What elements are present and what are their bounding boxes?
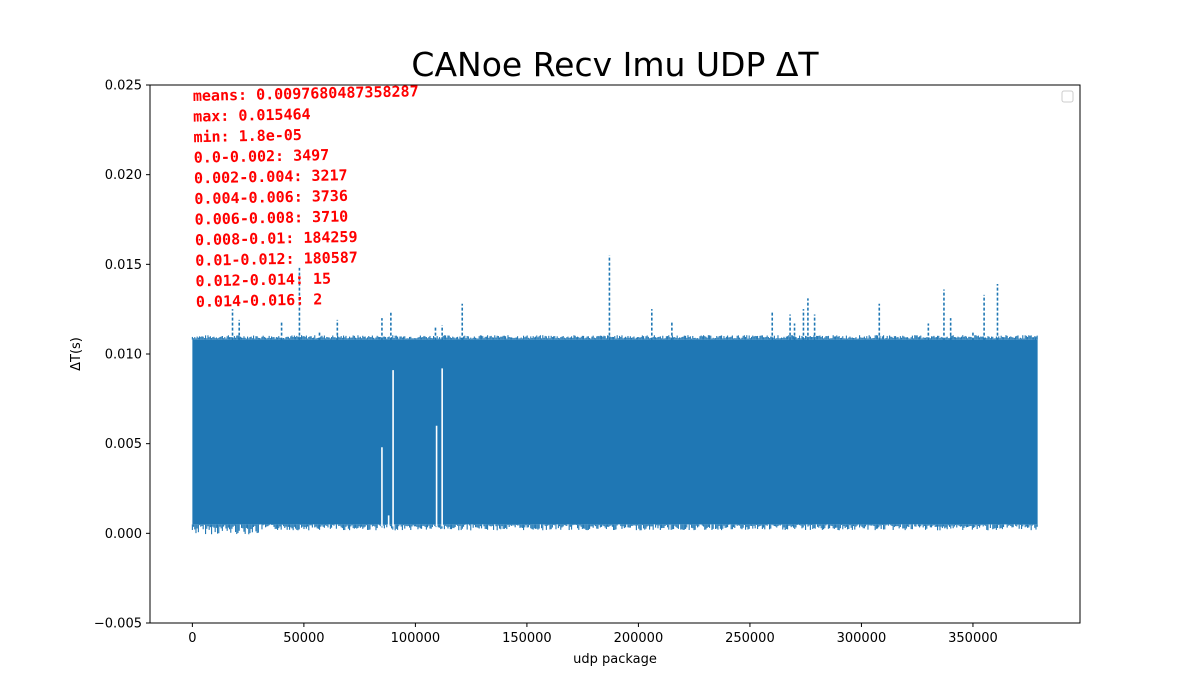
x-tick-label: 100000: [391, 631, 441, 646]
x-tick-label: 200000: [614, 631, 664, 646]
x-tick-label: 150000: [502, 631, 552, 646]
y-axis-label: ΔT(s): [69, 337, 84, 371]
x-tick-label: 50000: [283, 631, 324, 646]
x-tick-label: 0: [188, 631, 196, 646]
annotation-line: 0.004-0.006: 3736: [194, 187, 348, 208]
x-tick-label: 300000: [837, 631, 887, 646]
x-tick-label: 350000: [948, 631, 998, 646]
annotation-line: 0.008-0.01: 184259: [195, 228, 358, 249]
x-axis-label: udp package: [573, 652, 657, 667]
y-tick-label: 0.000: [105, 527, 142, 542]
annotation-line: 0.012-0.014: 15: [195, 270, 331, 291]
plot-area: [191, 255, 1038, 535]
annotation-line: 0.0-0.002: 3497: [194, 146, 330, 167]
series-band: [192, 339, 1038, 525]
y-tick-label: 0.010: [105, 348, 142, 363]
annotation-line: min: 1.8e-05: [193, 126, 302, 146]
annotation-line: 0.01-0.012: 180587: [195, 248, 358, 269]
annotation-line: 0.014-0.016: 2: [196, 290, 323, 311]
annotation-line: max: 0.015464: [193, 105, 311, 125]
annotation-line: 0.006-0.008: 3710: [195, 207, 349, 228]
chart-title: CANoe Recv Imu UDP ΔT: [411, 45, 819, 84]
y-tick-label: 0.015: [105, 258, 142, 273]
y-axis: −0.005 0.000 0.005 0.010 0.015 0.020 0.025: [94, 79, 150, 632]
series-line: [191, 255, 1038, 535]
annotation-line: 0.002-0.004: 3217: [194, 166, 348, 187]
x-tick-label: 250000: [725, 631, 775, 646]
y-tick-label: 0.025: [105, 79, 142, 94]
annotation-line: means: 0.0097680487358287: [193, 82, 419, 105]
y-tick-label: 0.020: [105, 168, 142, 183]
y-tick-label: 0.005: [105, 437, 142, 452]
y-tick-label: −0.005: [94, 617, 142, 632]
legend-box: [1061, 90, 1074, 103]
x-axis: 0 50000 100000 150000 200000 250000 300000 3500…: [188, 623, 998, 646]
